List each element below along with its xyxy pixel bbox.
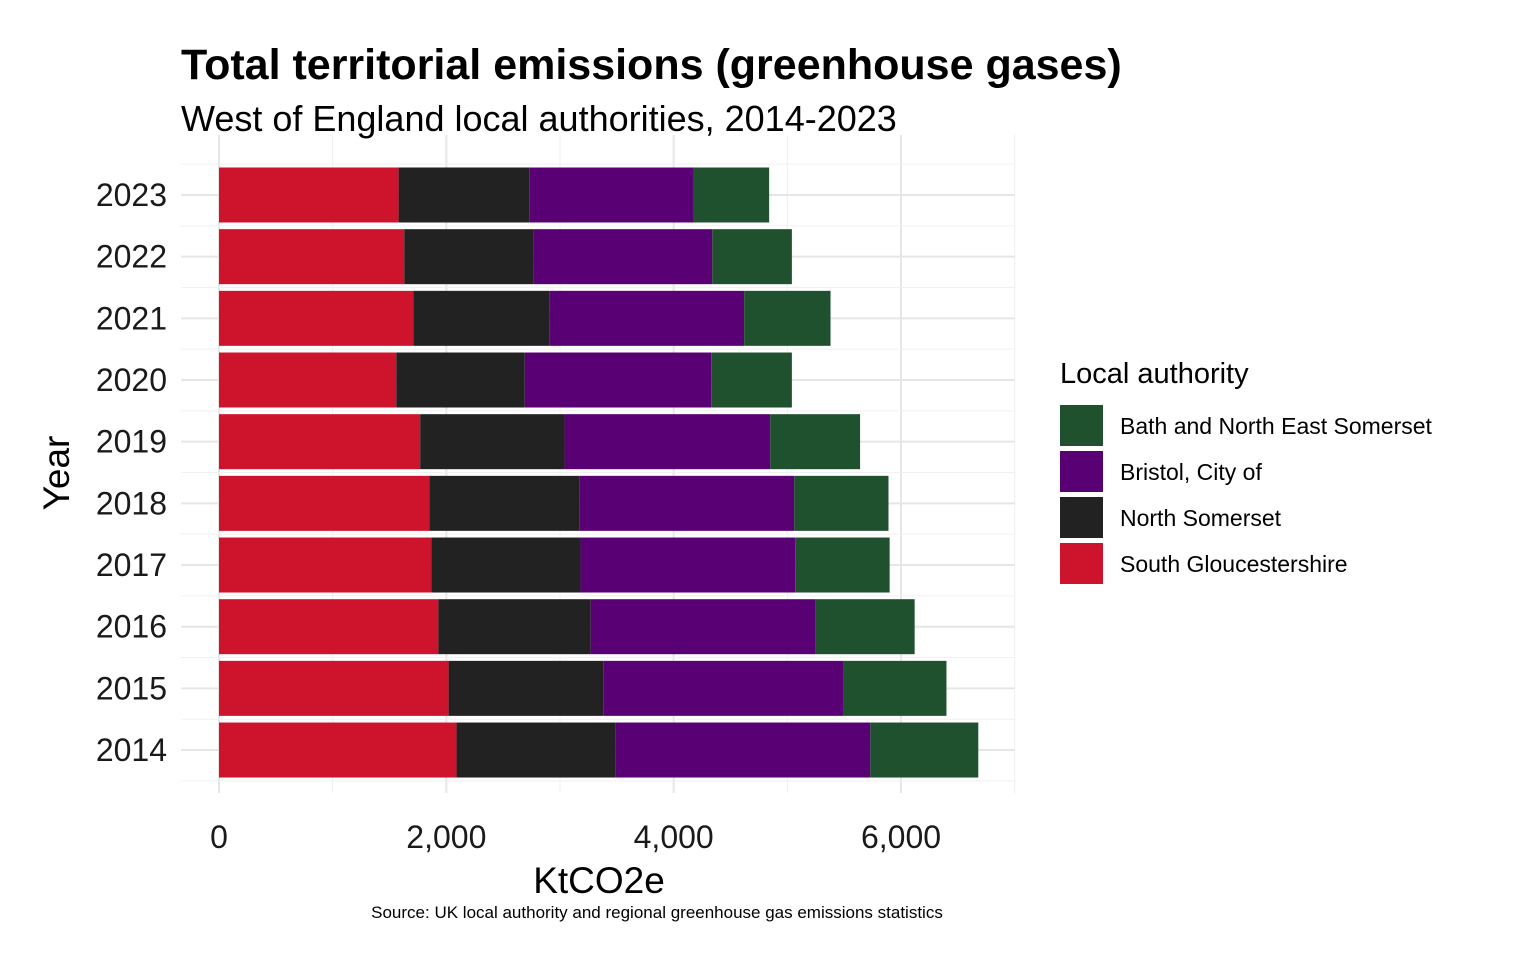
chart-subtitle: West of England local authorities, 2014-… [181, 98, 897, 139]
y-tick-label: 2021 [96, 300, 167, 336]
bar-bristol-city-of-2023 [529, 167, 693, 223]
bar-bristol-city-of-2017 [580, 537, 796, 593]
y-tick-label: 2014 [96, 732, 167, 768]
x-axis-title: KtCO2e [533, 860, 665, 901]
bar-bristol-city-of-2014 [615, 722, 871, 778]
y-tick-label: 2020 [96, 362, 167, 398]
legend-label: Bath and North East Somerset [1120, 413, 1433, 439]
bar-north-somerset-2023 [398, 167, 530, 223]
y-tick-label: 2018 [96, 485, 167, 521]
bar-north-somerset-2019 [420, 414, 565, 470]
y-tick-label: 2017 [96, 547, 167, 583]
bar-bath-and-north-east-somerset-2021 [744, 290, 831, 346]
bar-north-somerset-2016 [438, 599, 591, 655]
bar-bristol-city-of-2021 [549, 290, 745, 346]
bar-south-gloucestershire-2023 [219, 167, 399, 223]
y-tick-label: 2016 [96, 609, 167, 645]
bar-south-gloucestershire-2021 [219, 290, 414, 346]
x-tick-label: 0 [210, 819, 228, 855]
legend-title: Local authority [1060, 358, 1249, 390]
x-tick-label: 4,000 [634, 819, 714, 855]
legend-key [1060, 497, 1103, 538]
bar-north-somerset-2017 [431, 537, 581, 593]
bar-north-somerset-2015 [448, 660, 604, 716]
legend-key [1060, 451, 1103, 492]
bar-bristol-city-of-2015 [603, 660, 844, 716]
x-tick-label: 2,000 [406, 819, 486, 855]
bar-north-somerset-2020 [396, 352, 525, 408]
bar-north-somerset-2022 [404, 229, 534, 285]
y-tick-label: 2019 [96, 424, 167, 460]
bar-south-gloucestershire-2014 [219, 722, 457, 778]
y-tick-label: 2022 [96, 239, 167, 275]
legend-label: North Somerset [1120, 505, 1282, 531]
bar-bristol-city-of-2018 [579, 475, 795, 531]
bar-bristol-city-of-2019 [564, 414, 771, 470]
bar-south-gloucestershire-2018 [219, 475, 430, 531]
bar-bath-and-north-east-somerset-2019 [770, 414, 861, 470]
bar-bristol-city-of-2022 [533, 229, 713, 285]
bar-south-gloucestershire-2015 [219, 660, 449, 716]
bar-north-somerset-2018 [429, 475, 580, 531]
y-axis-ticks: 2023 2022 2021 2020 2019 2018 2017 2016 2015 2014 [96, 177, 167, 768]
y-axis-title: Year [36, 436, 77, 511]
chart-title: Total territorial emissions (greenhouse … [181, 41, 1122, 89]
legend-label: Bristol, City of [1120, 459, 1262, 485]
bars [219, 167, 979, 778]
legend: Local authority Bath and North East Some… [1060, 358, 1433, 584]
y-tick-label: 2023 [96, 177, 167, 213]
bar-bath-and-north-east-somerset-2022 [712, 229, 792, 285]
bar-bath-and-north-east-somerset-2016 [815, 599, 915, 655]
legend-label: South Gloucestershire [1120, 551, 1348, 577]
bar-south-gloucestershire-2020 [219, 352, 397, 408]
chart-caption: Source: UK local authority and regional … [371, 903, 943, 922]
bar-south-gloucestershire-2022 [219, 229, 405, 285]
bar-bath-and-north-east-somerset-2018 [794, 475, 889, 531]
legend-key [1060, 543, 1103, 584]
bar-bath-and-north-east-somerset-2020 [711, 352, 792, 408]
bar-bristol-city-of-2020 [524, 352, 712, 408]
bar-bath-and-north-east-somerset-2014 [870, 722, 979, 778]
bar-north-somerset-2021 [413, 290, 550, 346]
y-tick-label: 2015 [96, 670, 167, 706]
bar-south-gloucestershire-2016 [219, 599, 439, 655]
legend-key [1060, 405, 1103, 446]
bar-bath-and-north-east-somerset-2023 [692, 167, 770, 223]
bar-bristol-city-of-2016 [590, 599, 816, 655]
bar-north-somerset-2014 [456, 722, 616, 778]
bar-bath-and-north-east-somerset-2015 [843, 660, 947, 716]
x-axis-ticks: 0 2,000 4,000 6,000 [210, 819, 941, 855]
bar-bath-and-north-east-somerset-2017 [795, 537, 890, 593]
bar-south-gloucestershire-2017 [219, 537, 432, 593]
x-tick-label: 6,000 [861, 819, 941, 855]
bar-south-gloucestershire-2019 [219, 414, 421, 470]
